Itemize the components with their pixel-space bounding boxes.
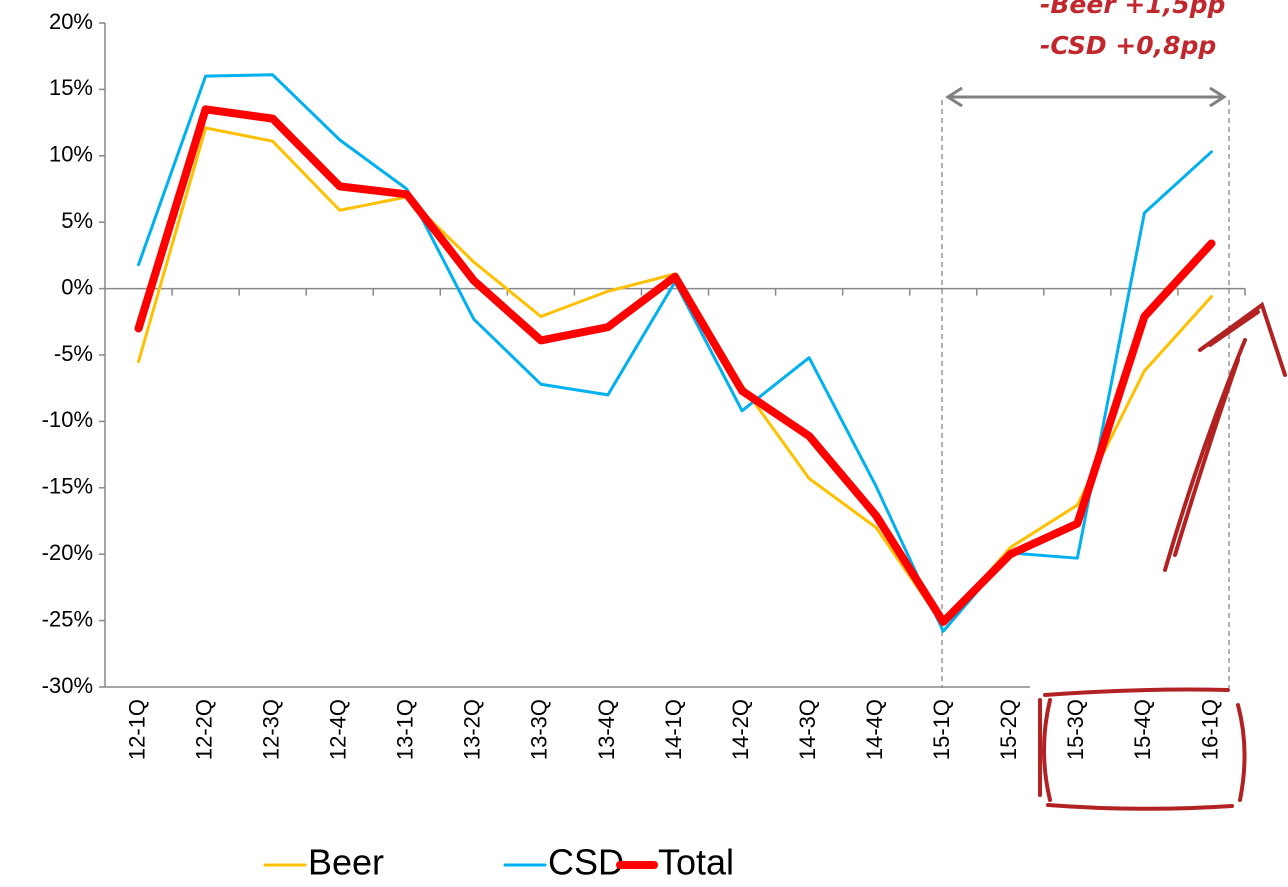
series-line xyxy=(139,75,1212,631)
y-tick-label: -15% xyxy=(42,474,93,499)
y-tick-label: 10% xyxy=(49,142,93,167)
x-tick-label: 14-2Q xyxy=(728,699,753,760)
trend-arrow xyxy=(1165,305,1285,570)
legend-label: Total xyxy=(658,842,734,883)
x-tick-label: 14-3Q xyxy=(795,699,820,760)
x-tick-label: 15-3Q xyxy=(1063,699,1088,760)
x-tick-label: 13-1Q xyxy=(393,699,418,760)
series-line xyxy=(139,109,1212,622)
x-tick-label: 16-1Q xyxy=(1197,699,1222,760)
x-tick-label: 13-3Q xyxy=(527,699,552,760)
y-tick-label: 5% xyxy=(61,208,93,233)
x-tick-label: 13-2Q xyxy=(460,699,485,760)
x-tick-label: 12-2Q xyxy=(191,699,216,760)
y-tick-label: -20% xyxy=(42,540,93,565)
legend-label: Beer xyxy=(308,842,384,883)
y-tick-label: -5% xyxy=(54,341,93,366)
page: -Beer +1,5pp -CSD +0,8pp -30% -25% -20% -15… xyxy=(0,0,1288,887)
series-line xyxy=(139,128,1212,625)
y-tick-label: 0% xyxy=(61,274,93,299)
y-tick-label: -25% xyxy=(42,606,93,631)
y-tick-label: -30% xyxy=(42,673,93,698)
legend-label: CSD xyxy=(548,842,624,883)
annotation: -CSD +0,8pp xyxy=(1040,31,1216,60)
y-tick-label: -10% xyxy=(42,407,93,432)
x-tick-label: 15-1Q xyxy=(929,699,954,760)
x-tick-label: 14-4Q xyxy=(862,699,887,760)
annotation: -Beer +1,5pp xyxy=(1040,0,1225,19)
x-tick-label: 12-1Q xyxy=(124,699,149,760)
x-tick-label: 12-4Q xyxy=(326,699,351,760)
x-tick-label: 15-2Q xyxy=(996,699,1021,760)
x-tick-label: 14-1Q xyxy=(661,699,686,760)
y-tick-label: 20% xyxy=(49,9,93,34)
x-tick-label: 15-4Q xyxy=(1130,699,1155,760)
y-tick-label: 15% xyxy=(49,75,93,100)
x-tick-label: 13-4Q xyxy=(594,699,619,760)
x-tick-label: 12-3Q xyxy=(258,699,283,760)
chart: -Beer +1,5pp -CSD +0,8pp -30% -25% -20% -15… xyxy=(0,0,1288,887)
